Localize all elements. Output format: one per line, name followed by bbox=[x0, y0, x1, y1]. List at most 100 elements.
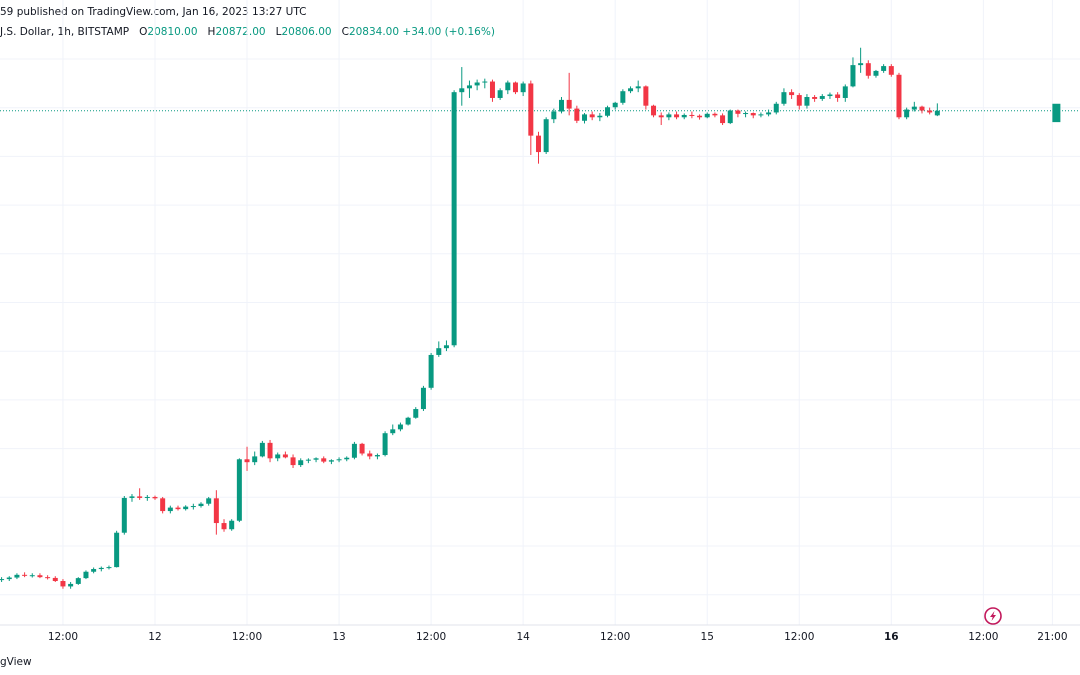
candle bbox=[873, 69, 879, 78]
candle-body bbox=[83, 571, 89, 579]
candle bbox=[359, 442, 365, 456]
candle-body bbox=[436, 348, 442, 355]
candle bbox=[129, 494, 135, 502]
candle bbox=[735, 109, 741, 118]
candle bbox=[704, 112, 710, 119]
time-axis-labels: 12:00 12 12:00 13 12:00 14 12:00 15 12:00 16 12:00… bbox=[48, 631, 1068, 643]
candle-body bbox=[382, 433, 388, 456]
candle bbox=[144, 495, 150, 501]
candle-body bbox=[735, 110, 741, 114]
candle-body bbox=[14, 574, 20, 578]
candle-body bbox=[328, 460, 334, 462]
tradingview-brand: gView bbox=[0, 656, 32, 668]
time-axis-label: 13 bbox=[332, 631, 345, 643]
candle-body bbox=[589, 114, 595, 118]
candle-body bbox=[45, 577, 51, 579]
candle bbox=[789, 89, 795, 99]
candle bbox=[804, 94, 810, 109]
candle-body bbox=[405, 417, 411, 425]
candle bbox=[773, 101, 779, 115]
candle-body bbox=[321, 458, 327, 462]
candle bbox=[505, 80, 511, 95]
candle-body bbox=[743, 113, 749, 115]
candle bbox=[819, 94, 825, 101]
candle-body bbox=[190, 506, 196, 508]
candle bbox=[620, 89, 626, 105]
candle bbox=[842, 84, 848, 102]
candle bbox=[436, 341, 442, 357]
candle-body bbox=[566, 99, 572, 109]
candle bbox=[697, 114, 703, 120]
candle-body bbox=[819, 96, 825, 99]
candle-body bbox=[305, 459, 311, 461]
candle-body bbox=[528, 83, 534, 136]
candle bbox=[551, 108, 557, 124]
candle-body bbox=[282, 454, 288, 458]
candle bbox=[45, 575, 51, 580]
candle bbox=[689, 111, 695, 119]
time-axis-label: 12:00 bbox=[232, 631, 262, 643]
candle bbox=[328, 459, 334, 465]
candle-body bbox=[213, 498, 219, 524]
candle-body bbox=[244, 459, 250, 463]
candle bbox=[612, 101, 618, 110]
candle bbox=[911, 101, 917, 112]
candle-body bbox=[229, 520, 235, 530]
candle bbox=[681, 113, 687, 120]
candle-body bbox=[175, 507, 181, 510]
horizontal-gridlines bbox=[0, 58, 1080, 596]
candle bbox=[720, 113, 726, 126]
candle-body bbox=[551, 111, 557, 120]
candle bbox=[267, 439, 273, 463]
candle bbox=[397, 422, 403, 432]
time-axis-label: 12:00 bbox=[416, 631, 446, 643]
candle bbox=[582, 113, 588, 124]
candle bbox=[413, 407, 419, 419]
candle-body bbox=[773, 103, 779, 113]
candle-body bbox=[796, 95, 802, 106]
candle bbox=[183, 505, 189, 511]
candle bbox=[0, 577, 5, 582]
candle bbox=[390, 424, 396, 436]
candle-body bbox=[290, 457, 296, 466]
candle bbox=[6, 576, 12, 582]
candle-body bbox=[919, 106, 925, 111]
candle bbox=[451, 90, 457, 348]
candle bbox=[512, 81, 518, 95]
candle-body bbox=[221, 523, 227, 530]
candle bbox=[121, 496, 127, 535]
lightning-bolt-icon[interactable] bbox=[984, 607, 1002, 625]
candle-body bbox=[666, 114, 672, 118]
candle-body bbox=[428, 354, 434, 388]
candle bbox=[643, 85, 649, 110]
candle bbox=[83, 570, 89, 580]
candle-body bbox=[22, 574, 28, 576]
candle-body bbox=[114, 532, 120, 568]
symbol-description: J.S. Dollar, 1h, BITSTAMP bbox=[0, 26, 130, 38]
candle bbox=[252, 451, 258, 466]
candle bbox=[497, 88, 503, 100]
candle-body bbox=[651, 105, 657, 116]
candle bbox=[574, 105, 580, 124]
candle-body bbox=[167, 507, 173, 512]
candle-body bbox=[344, 457, 350, 460]
candle-body bbox=[750, 113, 756, 116]
candle-body bbox=[152, 496, 158, 499]
candle-body bbox=[674, 114, 680, 118]
candle-body bbox=[298, 460, 304, 466]
candle bbox=[137, 488, 143, 500]
candle bbox=[37, 573, 43, 579]
candle-body bbox=[881, 66, 887, 71]
candle bbox=[796, 93, 802, 110]
candle-body bbox=[129, 496, 135, 498]
candle bbox=[666, 112, 672, 121]
candle bbox=[489, 79, 495, 102]
candle bbox=[305, 458, 311, 464]
candle-body bbox=[612, 102, 618, 108]
time-axis-label: 12 bbox=[148, 631, 161, 643]
candle-body bbox=[489, 81, 495, 98]
candle-body bbox=[137, 496, 143, 498]
candle-body bbox=[812, 97, 818, 99]
candle bbox=[858, 47, 864, 73]
